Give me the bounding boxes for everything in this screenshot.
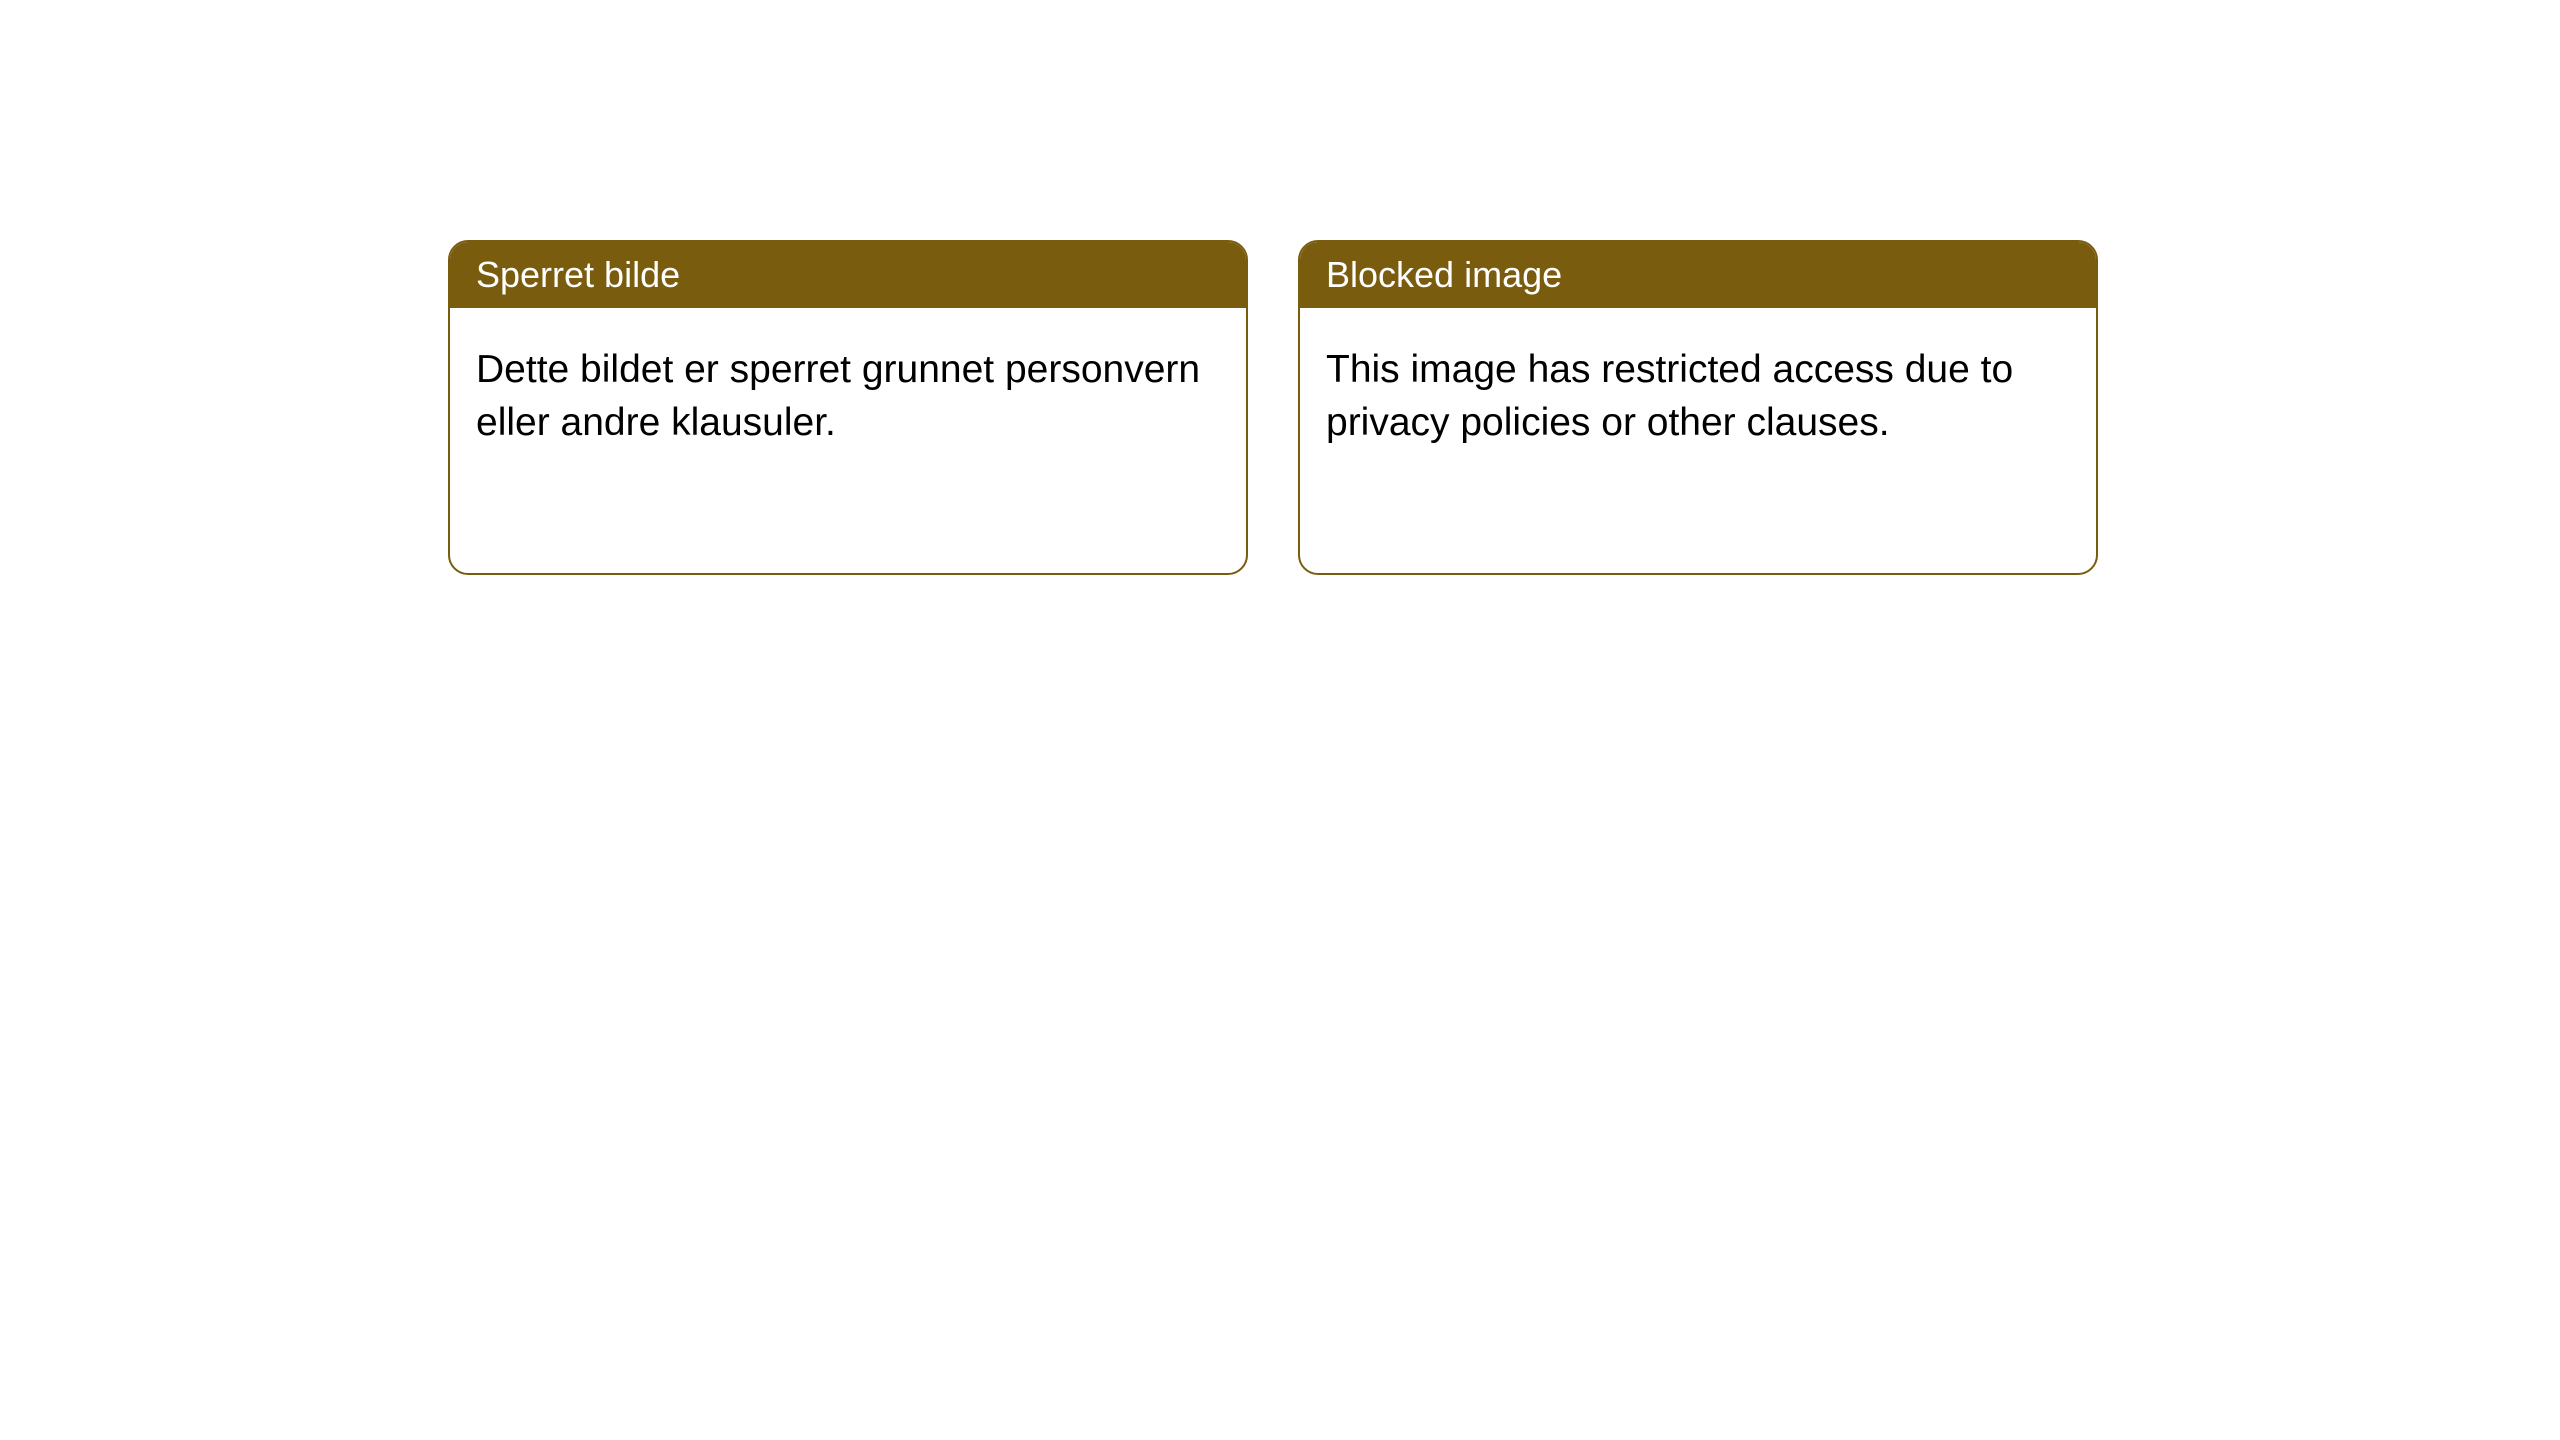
notice-title-norwegian: Sperret bilde <box>450 242 1246 308</box>
notice-body-english: This image has restricted access due to … <box>1300 308 2096 475</box>
notice-body-norwegian: Dette bildet er sperret grunnet personve… <box>450 308 1246 475</box>
notice-card-norwegian: Sperret bilde Dette bildet er sperret gr… <box>448 240 1248 575</box>
notice-container: Sperret bilde Dette bildet er sperret gr… <box>448 240 2098 575</box>
notice-card-english: Blocked image This image has restricted … <box>1298 240 2098 575</box>
notice-title-english: Blocked image <box>1300 242 2096 308</box>
